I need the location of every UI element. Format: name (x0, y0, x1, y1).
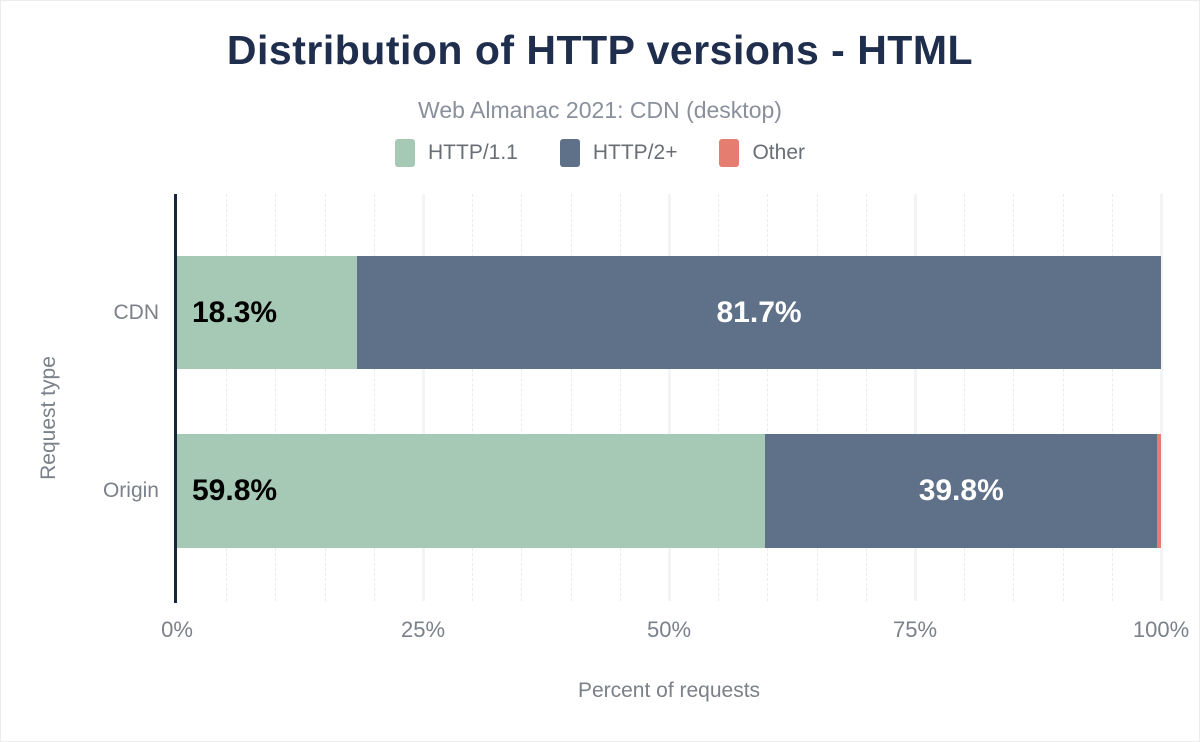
gridlines (177, 194, 1163, 601)
gridline (226, 194, 228, 601)
legend-label: HTTP/2+ (592, 141, 678, 164)
bar-segment-http2: 39.8% (765, 434, 1158, 548)
gridline (964, 194, 966, 601)
bar-segment-http11: 18.3% (177, 256, 358, 369)
bar-value-label: 18.3% (192, 295, 278, 329)
gridline (324, 194, 326, 601)
gridline (1111, 194, 1113, 601)
bar-cdn: 18.3% 81.7% (177, 256, 1161, 369)
gridline (816, 194, 818, 601)
legend-item-http11[interactable]: HTTP/1.1 (395, 139, 518, 167)
gridline (1160, 194, 1163, 601)
gridline (373, 194, 375, 601)
gridline (718, 194, 720, 601)
bar-value-label: 81.7% (716, 295, 802, 329)
legend-label: HTTP/1.1 (428, 141, 518, 164)
plot-area: 18.3% 81.7% 59.8% 39.8% (177, 194, 1163, 601)
x-axis-ticks: 0% 25% 50% 75% 100% (161, 617, 1189, 645)
x-tick-label: 75% (892, 617, 938, 642)
legend-label: Other (752, 141, 805, 164)
x-tick-label: 0% (161, 617, 193, 642)
legend: HTTP/1.1 HTTP/2+ Other (1, 139, 1199, 167)
gridline (521, 194, 523, 601)
bar-value-label: 39.8% (918, 474, 1004, 507)
legend-swatch-http2plus (559, 139, 580, 167)
gridline (1062, 194, 1064, 601)
legend-item-other[interactable]: Other (719, 139, 805, 167)
gridline (422, 194, 425, 601)
bar-segment-http2: 81.7% (357, 256, 1161, 369)
bar-segment-other (1157, 434, 1161, 548)
gridline (619, 194, 621, 601)
y-axis-line (174, 194, 177, 603)
x-tick-label: 50% (646, 617, 692, 642)
gridline (668, 194, 671, 601)
y-tick-label-origin: Origin (102, 479, 159, 502)
gridline (472, 194, 474, 601)
x-tick-label: 25% (400, 617, 446, 642)
chart-subtitle: Web Almanac 2021: CDN (desktop) (418, 97, 782, 123)
x-axis-title: Percent of requests (577, 679, 761, 702)
x-tick-label: 100% (1132, 617, 1190, 642)
legend-swatch-http11 (395, 139, 415, 167)
gridline (275, 194, 277, 601)
bar-value-label: 59.8% (192, 474, 278, 507)
bar-origin: 59.8% 39.8% (177, 434, 1161, 548)
legend-item-http2plus[interactable]: HTTP/2+ (559, 139, 678, 167)
gridline (1013, 194, 1015, 601)
gridline (767, 194, 769, 601)
chart-title: Distribution of HTTP versions - HTML (226, 27, 974, 73)
gridline (865, 194, 867, 601)
bars: 18.3% 81.7% 59.8% 39.8% (177, 194, 1161, 601)
y-tick-label-cdn: CDN (113, 300, 160, 324)
gridline (914, 194, 917, 601)
bar-segment-http11: 59.8% (177, 434, 766, 548)
gridline (570, 194, 572, 601)
legend-swatch-other (719, 139, 740, 167)
y-category-labels: CDN Origin (1, 194, 159, 601)
